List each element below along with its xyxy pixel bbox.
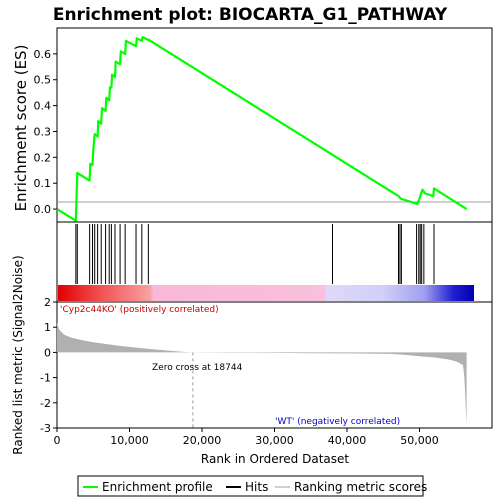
metric-plot-area [56, 301, 493, 429]
legend-label-ranking: Ranking metric scores [294, 480, 427, 494]
metric-x-tick-label: 20,000 [183, 434, 222, 447]
positive-correlation-label: 'Cyp2c44KO' (positively correlated) [60, 305, 219, 315]
enrichment-panel: 0.0 0.1 0.2 0.3 0.4 0.5 0.6 Enrichment score (… [12, 27, 493, 223]
metric-x-tick-label: 30,000 [255, 434, 294, 447]
legend: Enrichment profile Hits Ranking metric s… [77, 475, 427, 497]
zero-cross-label: Zero cross at 18744 [152, 363, 243, 373]
metric-y-tick-label: 0 [44, 346, 51, 359]
es-y-tick-label: 0.0 [34, 203, 52, 216]
es-y-axis: 0.0 0.1 0.2 0.3 0.4 0.5 0.6 [34, 48, 57, 216]
metric-panel: -3 -2 -1 0 1 2 0 10,000 20,000 30,000 40,000 50,00… [11, 255, 493, 466]
legend-box [77, 475, 424, 497]
metric-y-tick-label: 2 [44, 296, 51, 309]
metric-y-tick-label: -2 [40, 397, 51, 410]
metric-x-tick-label: 50,000 [400, 434, 439, 447]
es-y-tick-label: 0.2 [34, 151, 52, 164]
enrichment-plot-area [56, 27, 493, 223]
metric-x-axis: 0 10,000 20,000 30,000 40,000 50,000 [54, 428, 439, 447]
hit-marks [75, 224, 435, 284]
metric-y-tick-label: 1 [44, 321, 51, 334]
metric-x-axis-label: Rank in Ordered Dataset [201, 452, 349, 466]
metric-x-tick-label: 40,000 [328, 434, 367, 447]
es-y-tick-label: 0.1 [34, 177, 52, 190]
negative-correlation-label: 'WT' (negatively correlated) [275, 417, 400, 427]
metric-y-axis: -3 -2 -1 0 1 2 [40, 296, 57, 435]
legend-label-enrichment: Enrichment profile [102, 480, 213, 494]
enrichment-profile-line [56, 35, 468, 222]
metric-x-tick-label: 0 [54, 434, 61, 447]
es-y-tick-label: 0.6 [34, 48, 52, 61]
es-y-tick-label: 0.3 [34, 125, 52, 138]
ranking-color-bar [58, 285, 474, 301]
legend-label-hits: Hits [245, 480, 268, 494]
metric-y-axis-label: Ranked list metric (Signal2Noise) [11, 255, 25, 454]
es-y-tick-label: 0.5 [34, 74, 52, 87]
metric-y-tick-label: -3 [40, 422, 51, 435]
chart-title: Enrichment plot: BIOCARTA_G1_PATHWAY [53, 5, 448, 25]
es-y-axis-label: Enrichment score (ES) [12, 45, 30, 212]
metric-x-tick-label: 10,000 [110, 434, 149, 447]
metric-y-tick-label: -1 [40, 372, 51, 385]
hits-panel [56, 221, 493, 303]
es-y-tick-label: 0.4 [34, 100, 52, 113]
